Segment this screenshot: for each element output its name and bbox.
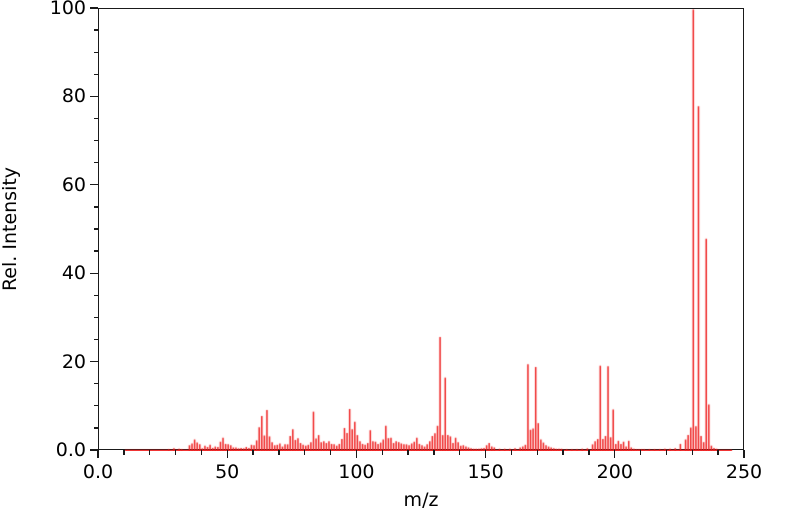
- y-tick-label: 100: [49, 0, 86, 19]
- x-axis-minor-tick: [278, 450, 280, 455]
- y-axis-minor-tick: [93, 73, 98, 75]
- x-axis-minor-tick: [691, 450, 693, 455]
- y-axis-minor-tick: [93, 250, 98, 252]
- y-axis-minor-tick: [93, 338, 98, 341]
- y-tick-label: 80: [61, 85, 86, 108]
- x-axis-major-tick: [97, 450, 99, 458]
- y-axis-minor-tick: [93, 427, 98, 429]
- y-axis-minor-tick: [93, 383, 98, 385]
- spectrum-plot-canvas: [99, 9, 745, 451]
- y-axis-label: Rel. Intensity: [0, 166, 21, 292]
- y-axis-minor-tick: [93, 29, 98, 31]
- y-axis-major-tick: [90, 7, 98, 9]
- x-axis-minor-tick: [536, 450, 538, 455]
- y-axis-major-tick: [90, 360, 98, 363]
- x-tick-label: 250: [725, 461, 763, 483]
- x-tick-label: 50: [215, 461, 240, 483]
- x-tick-label: 0.0: [82, 461, 114, 483]
- y-axis-minor-tick: [93, 51, 98, 53]
- plot-area: [98, 8, 745, 451]
- x-axis-minor-tick: [459, 450, 461, 455]
- y-axis-minor-tick: [93, 228, 98, 230]
- y-axis-minor-tick: [93, 117, 98, 120]
- x-axis-minor-tick: [148, 450, 151, 455]
- y-tick-label: 60: [61, 173, 86, 196]
- x-axis-minor-tick: [433, 450, 435, 455]
- y-tick-label: 0.0: [55, 439, 86, 461]
- x-axis-major-tick: [614, 450, 616, 458]
- x-tick-label: 150: [467, 461, 504, 483]
- x-axis-major-tick: [484, 450, 487, 458]
- y-axis-major-tick: [90, 184, 98, 186]
- x-axis-minor-tick: [123, 450, 125, 455]
- x-axis-major-tick: [355, 450, 358, 458]
- x-axis-minor-tick: [510, 450, 513, 455]
- y-tick-label: 20: [61, 350, 86, 373]
- x-axis-minor-tick: [329, 450, 332, 455]
- x-axis-label: m/z: [403, 489, 439, 511]
- x-axis-minor-tick: [665, 450, 668, 455]
- x-axis-major-tick: [743, 450, 745, 458]
- x-axis-minor-tick: [407, 450, 409, 455]
- x-axis-minor-tick: [588, 450, 590, 455]
- x-axis-minor-tick: [639, 450, 642, 455]
- x-axis-minor-tick: [717, 450, 719, 455]
- y-axis-minor-tick: [93, 206, 98, 208]
- y-axis-minor-tick: [93, 405, 98, 407]
- x-axis-minor-tick: [562, 450, 564, 455]
- x-axis-minor-tick: [252, 450, 254, 455]
- x-tick-label: 200: [596, 461, 633, 483]
- y-axis-major-tick: [90, 95, 98, 98]
- y-tick-label: 40: [61, 262, 86, 285]
- x-axis-major-tick: [226, 450, 228, 458]
- y-axis-major-tick: [90, 272, 98, 274]
- y-axis-major-tick: [90, 449, 98, 451]
- y-axis-minor-tick: [93, 316, 98, 319]
- x-axis-minor-tick: [304, 450, 306, 455]
- y-axis-minor-tick: [93, 294, 98, 296]
- x-axis-minor-tick: [200, 450, 203, 455]
- x-axis-minor-tick: [381, 450, 383, 455]
- y-axis-minor-tick: [93, 162, 98, 164]
- x-tick-label: 100: [338, 461, 375, 483]
- x-axis-minor-tick: [174, 450, 177, 455]
- y-axis-minor-tick: [93, 139, 98, 142]
